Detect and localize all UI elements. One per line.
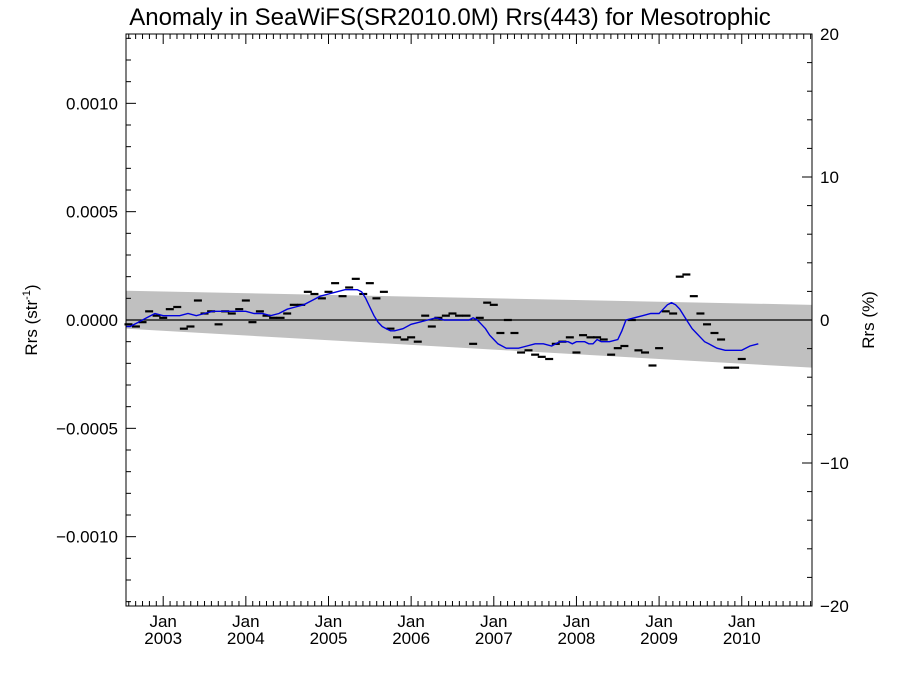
axes-layer [125, 33, 813, 607]
right-axis-title: Rrs (%) [859, 291, 878, 349]
x-tick-label-month: Jan [315, 612, 342, 631]
x-tick-label-year: 2009 [640, 629, 678, 648]
x-tick-label-year: 2005 [310, 629, 348, 648]
left-tick-label: −0.0005 [56, 419, 118, 438]
right-tick-label: −20 [820, 597, 849, 616]
left-tick-label: 0.0005 [66, 203, 118, 222]
x-tick-label-year: 2004 [227, 629, 265, 648]
x-tick-label-year: 2007 [475, 629, 513, 648]
axis-labels-layer: 0.00100.00050.0000−0.0005−0.001020100−10… [21, 25, 878, 648]
left-tick-label: 0.0000 [66, 311, 118, 330]
right-tick-label: −10 [820, 454, 849, 473]
left-axis-title-sup: -1 [21, 290, 33, 300]
left-tick-label: 0.0010 [66, 94, 118, 113]
x-tick-label-month: Jan [728, 612, 755, 631]
right-tick-label: 20 [820, 25, 839, 44]
running-mean-layer [126, 289, 759, 351]
x-tick-label-year: 2003 [144, 629, 182, 648]
left-tick-label: −0.0010 [56, 528, 118, 547]
running-mean-line [126, 289, 759, 351]
left-axis-title-close: ) [22, 284, 41, 290]
x-tick-label-year: 2010 [723, 629, 761, 648]
uncertainty-band-layer [126, 290, 812, 368]
right-tick-label: 10 [820, 168, 839, 187]
x-tick-label-month: Jan [149, 612, 176, 631]
x-tick-label-month: Jan [397, 612, 424, 631]
x-tick-label-month: Jan [232, 612, 259, 631]
monthly-points-layer [124, 273, 746, 369]
x-tick-label-month: Jan [563, 612, 590, 631]
x-tick-label-year: 2008 [558, 629, 596, 648]
uncertainty-band [126, 290, 812, 368]
left-axis-title: Rrs (str-1) [21, 284, 41, 355]
x-tick-label-year: 2006 [392, 629, 430, 648]
right-tick-label: 0 [820, 311, 829, 330]
x-tick-label-month: Jan [645, 612, 672, 631]
x-tick-label-month: Jan [480, 612, 507, 631]
left-axis-title-main: Rrs (str [22, 300, 41, 356]
chart-title: Anomaly in SeaWiFS(SR2010.0M) Rrs(443) f… [129, 4, 771, 31]
